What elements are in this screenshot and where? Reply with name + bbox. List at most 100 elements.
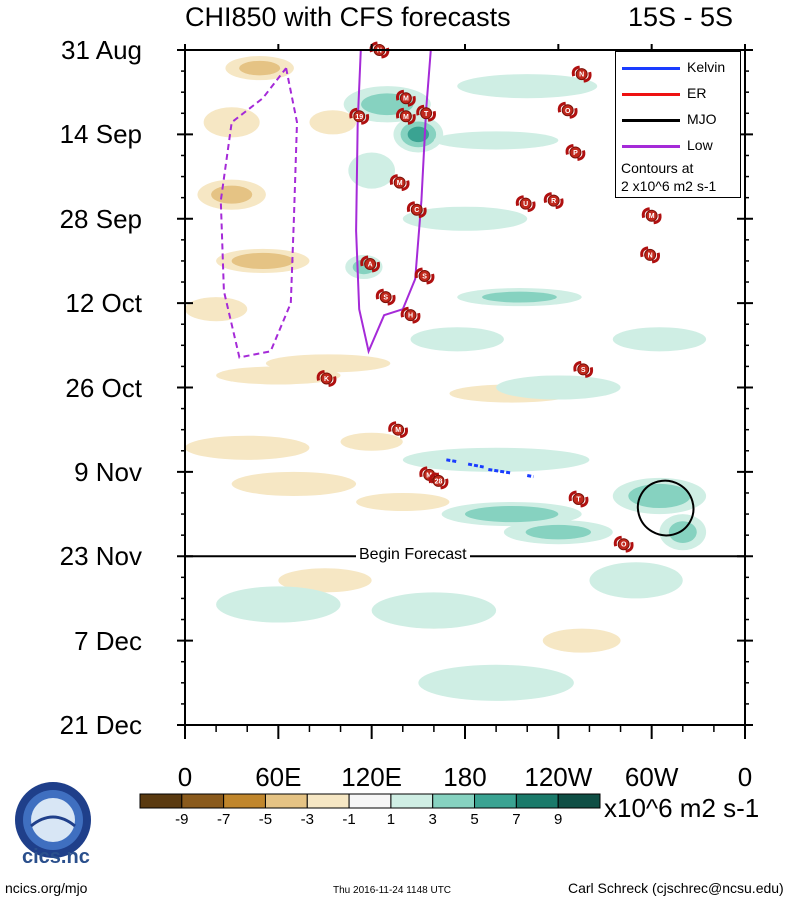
y-tick-label-8: 21 Dec — [59, 710, 142, 740]
storm-label-17: H — [408, 313, 413, 320]
field-blob-11-level-2 — [356, 492, 450, 512]
storm-dot-2 — [399, 92, 412, 105]
storm-dot-17 — [404, 309, 417, 322]
storm-marker-7: P — [565, 143, 586, 161]
field-blob-4-level-4 — [231, 252, 294, 269]
storm-label-9: C — [414, 207, 419, 214]
y-tick-label-5: 9 Nov — [74, 456, 142, 487]
colorbar-swatch-7 — [432, 793, 476, 809]
storm-marker-8: M — [389, 174, 410, 192]
legend-swatch-er — [622, 93, 680, 96]
storm-swirl-14 — [360, 255, 380, 273]
storm-swirl-23 — [568, 490, 589, 508]
field-blob-34-level-2 — [589, 562, 683, 599]
storm-label-7: P — [573, 150, 578, 157]
storm-dot-24 — [617, 538, 630, 551]
contour-layer — [219, 50, 695, 537]
legend-swatch-low — [622, 145, 680, 148]
colorbar-tick-label-6: 3 — [428, 811, 437, 828]
storm-marker-16: S — [375, 288, 396, 306]
colorbar-tick-label-4: -1 — [342, 811, 356, 828]
storm-label-8: M — [397, 180, 403, 187]
cics-logo — [15, 782, 91, 858]
colorbar-tick-label-8: 7 — [512, 811, 521, 828]
field-blob-28-level-4 — [465, 506, 559, 523]
field-blob-23-level-4 — [482, 291, 557, 303]
y-tick-label-0: 31 Aug — [61, 35, 142, 65]
storm-marker-18: K — [316, 369, 337, 387]
field-blob-32-level-2 — [371, 592, 497, 629]
storm-label-2: M — [403, 96, 409, 103]
storm-marker-11: R — [543, 192, 564, 210]
x-tick-label-0: 0 — [177, 762, 193, 792]
legend-note-line2: 2 x10^6 m2 s-1 — [621, 178, 717, 194]
colorbar-tick-label-2: -5 — [258, 811, 273, 828]
field-blob-12-level-2 — [340, 432, 403, 451]
storm-swirl-18 — [316, 369, 337, 387]
mjo-contour — [636, 479, 695, 537]
colorbar-swatch-3 — [264, 793, 308, 809]
legend: Kelvin ER MJO Low Contours at 2 x10^6 m2… — [615, 51, 741, 198]
colorbar-swatch-4 — [306, 793, 350, 809]
field-blob-27-level-2 — [402, 447, 590, 472]
field-blob-3-level-4 — [211, 185, 253, 204]
storm-dot-15 — [418, 270, 431, 283]
storm-label-24: O — [621, 542, 627, 549]
chart-subtitle: 15S - 5S — [628, 2, 734, 32]
storm-dot-10 — [519, 197, 532, 210]
storm-marker-22: 28 — [428, 472, 449, 490]
storm-swirl-16 — [375, 288, 396, 306]
y-tick-label-6: 23 Nov — [59, 541, 142, 572]
storm-dot-12 — [645, 209, 658, 222]
colorbar-swatch-2 — [223, 793, 266, 809]
kelvin-contour-0 — [446, 458, 458, 464]
logo-arc — [30, 815, 76, 828]
x-tick-label-1: 60E — [255, 762, 302, 792]
storm-dot-19 — [577, 363, 590, 376]
anomaly-field — [185, 56, 707, 701]
storm-swirl-7 — [565, 143, 586, 161]
storm-swirl-11 — [543, 192, 564, 210]
y-tick-label-3: 12 Oct — [65, 288, 142, 319]
field-blob-0-level-4 — [239, 60, 281, 76]
storm-label-11: R — [551, 198, 556, 205]
storm-marker-5: T — [416, 104, 436, 122]
kelvin-contour-3 — [526, 474, 534, 479]
storm-swirl-5 — [416, 104, 436, 122]
field-blob-15-level-2 — [542, 628, 621, 653]
legend-label-low: Low — [687, 137, 713, 153]
storm-swirl-6 — [557, 101, 578, 119]
storm-label-4: M — [403, 114, 409, 121]
x-tick-label-2: 120E — [341, 762, 403, 792]
storm-swirl-20 — [388, 421, 408, 439]
field-blob-7-level-2 — [216, 366, 341, 385]
storm-label-20: M — [395, 427, 401, 434]
storm-marker-15: S — [414, 267, 435, 285]
field-blob-18-level-2 — [348, 152, 395, 189]
storm-marker-12: M — [641, 207, 662, 225]
storm-swirl-13 — [640, 246, 660, 264]
field-blob-35-level-2 — [418, 664, 574, 701]
y-tick-label-1: 14 Sep — [59, 119, 142, 150]
y-tick-label-4: 26 Oct — [65, 372, 142, 403]
storm-dot-8 — [393, 176, 406, 189]
field-blob-9-level-2 — [185, 435, 310, 460]
begin-forecast-label: Begin Forecast — [356, 546, 470, 564]
field-blob-5-level-2 — [185, 297, 248, 322]
storm-label-19: S — [581, 367, 586, 374]
legend-swatch-kelvin — [622, 67, 680, 70]
storm-dot-1 — [575, 68, 588, 81]
storm-dot-23 — [572, 492, 585, 505]
kelvin-contour-2 — [488, 467, 512, 475]
storm-swirl-17 — [400, 306, 421, 324]
field-blob-31-level-4 — [668, 521, 697, 543]
kelvin-contour-1 — [467, 462, 484, 469]
colorbar-swatch-1 — [181, 793, 225, 809]
colorbar-tick-label-9: 9 — [554, 811, 563, 828]
field-blob-26-level-2 — [612, 327, 707, 352]
storm-dot-11 — [547, 194, 560, 207]
storm-marker-9: C — [406, 201, 427, 219]
storm-marker-20: M — [388, 421, 408, 439]
storm-dot-9 — [410, 203, 423, 216]
